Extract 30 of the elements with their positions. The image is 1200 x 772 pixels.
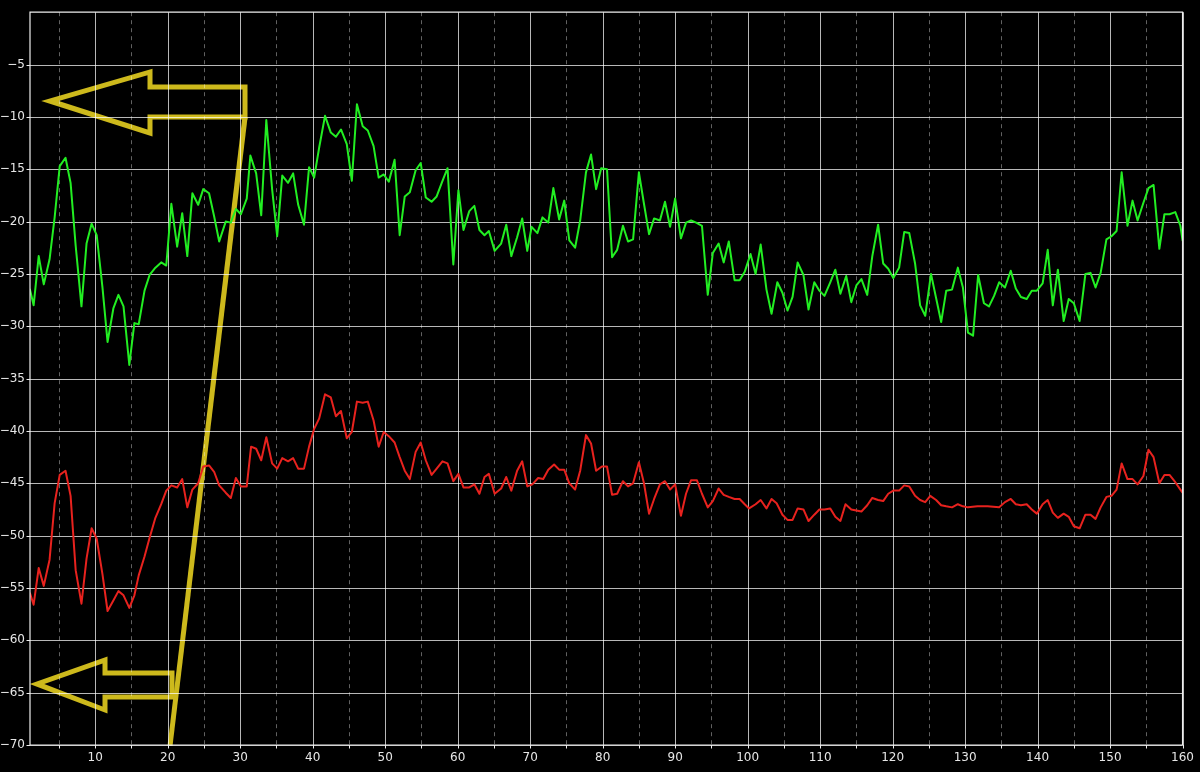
x-tick-label: 10: [87, 750, 103, 765]
x-tick-label: 120: [881, 750, 905, 765]
y-tick-label: −40: [0, 423, 25, 438]
y-tick-label: −20: [0, 213, 25, 228]
x-tick-label: 50: [377, 750, 393, 765]
y-tick-label: −55: [0, 580, 25, 595]
y-tick-label: −65: [0, 684, 25, 699]
y-tick-label: −15: [0, 161, 25, 176]
x-tick-label: 90: [667, 750, 683, 765]
x-tick-label: 40: [305, 750, 321, 765]
y-tick-label: −60: [0, 632, 25, 647]
y-tick-label: −10: [0, 109, 25, 124]
y-tick-label: −35: [0, 370, 25, 385]
y-tick-label: −30: [0, 318, 25, 333]
x-tick-label: 30: [232, 750, 248, 765]
y-tick-label: −45: [0, 475, 25, 490]
x-tick-label: 80: [595, 750, 611, 765]
y-tick-label: −25: [0, 266, 25, 281]
x-tick-label: 160: [1171, 750, 1194, 765]
x-tick-label: 140: [1026, 750, 1050, 765]
y-tick-label: −5: [7, 56, 25, 71]
x-tick-label: 150: [1098, 750, 1122, 765]
x-tick-label: 100: [736, 750, 760, 765]
x-tick-label: 60: [450, 750, 466, 765]
y-tick-label: −50: [0, 527, 25, 542]
x-tick-label: 20: [160, 750, 176, 765]
x-tick-label: 130: [953, 750, 977, 765]
y-tick-label: −70: [0, 737, 25, 752]
x-tick-label: 70: [522, 750, 538, 765]
x-tick-label: 110: [808, 750, 832, 765]
